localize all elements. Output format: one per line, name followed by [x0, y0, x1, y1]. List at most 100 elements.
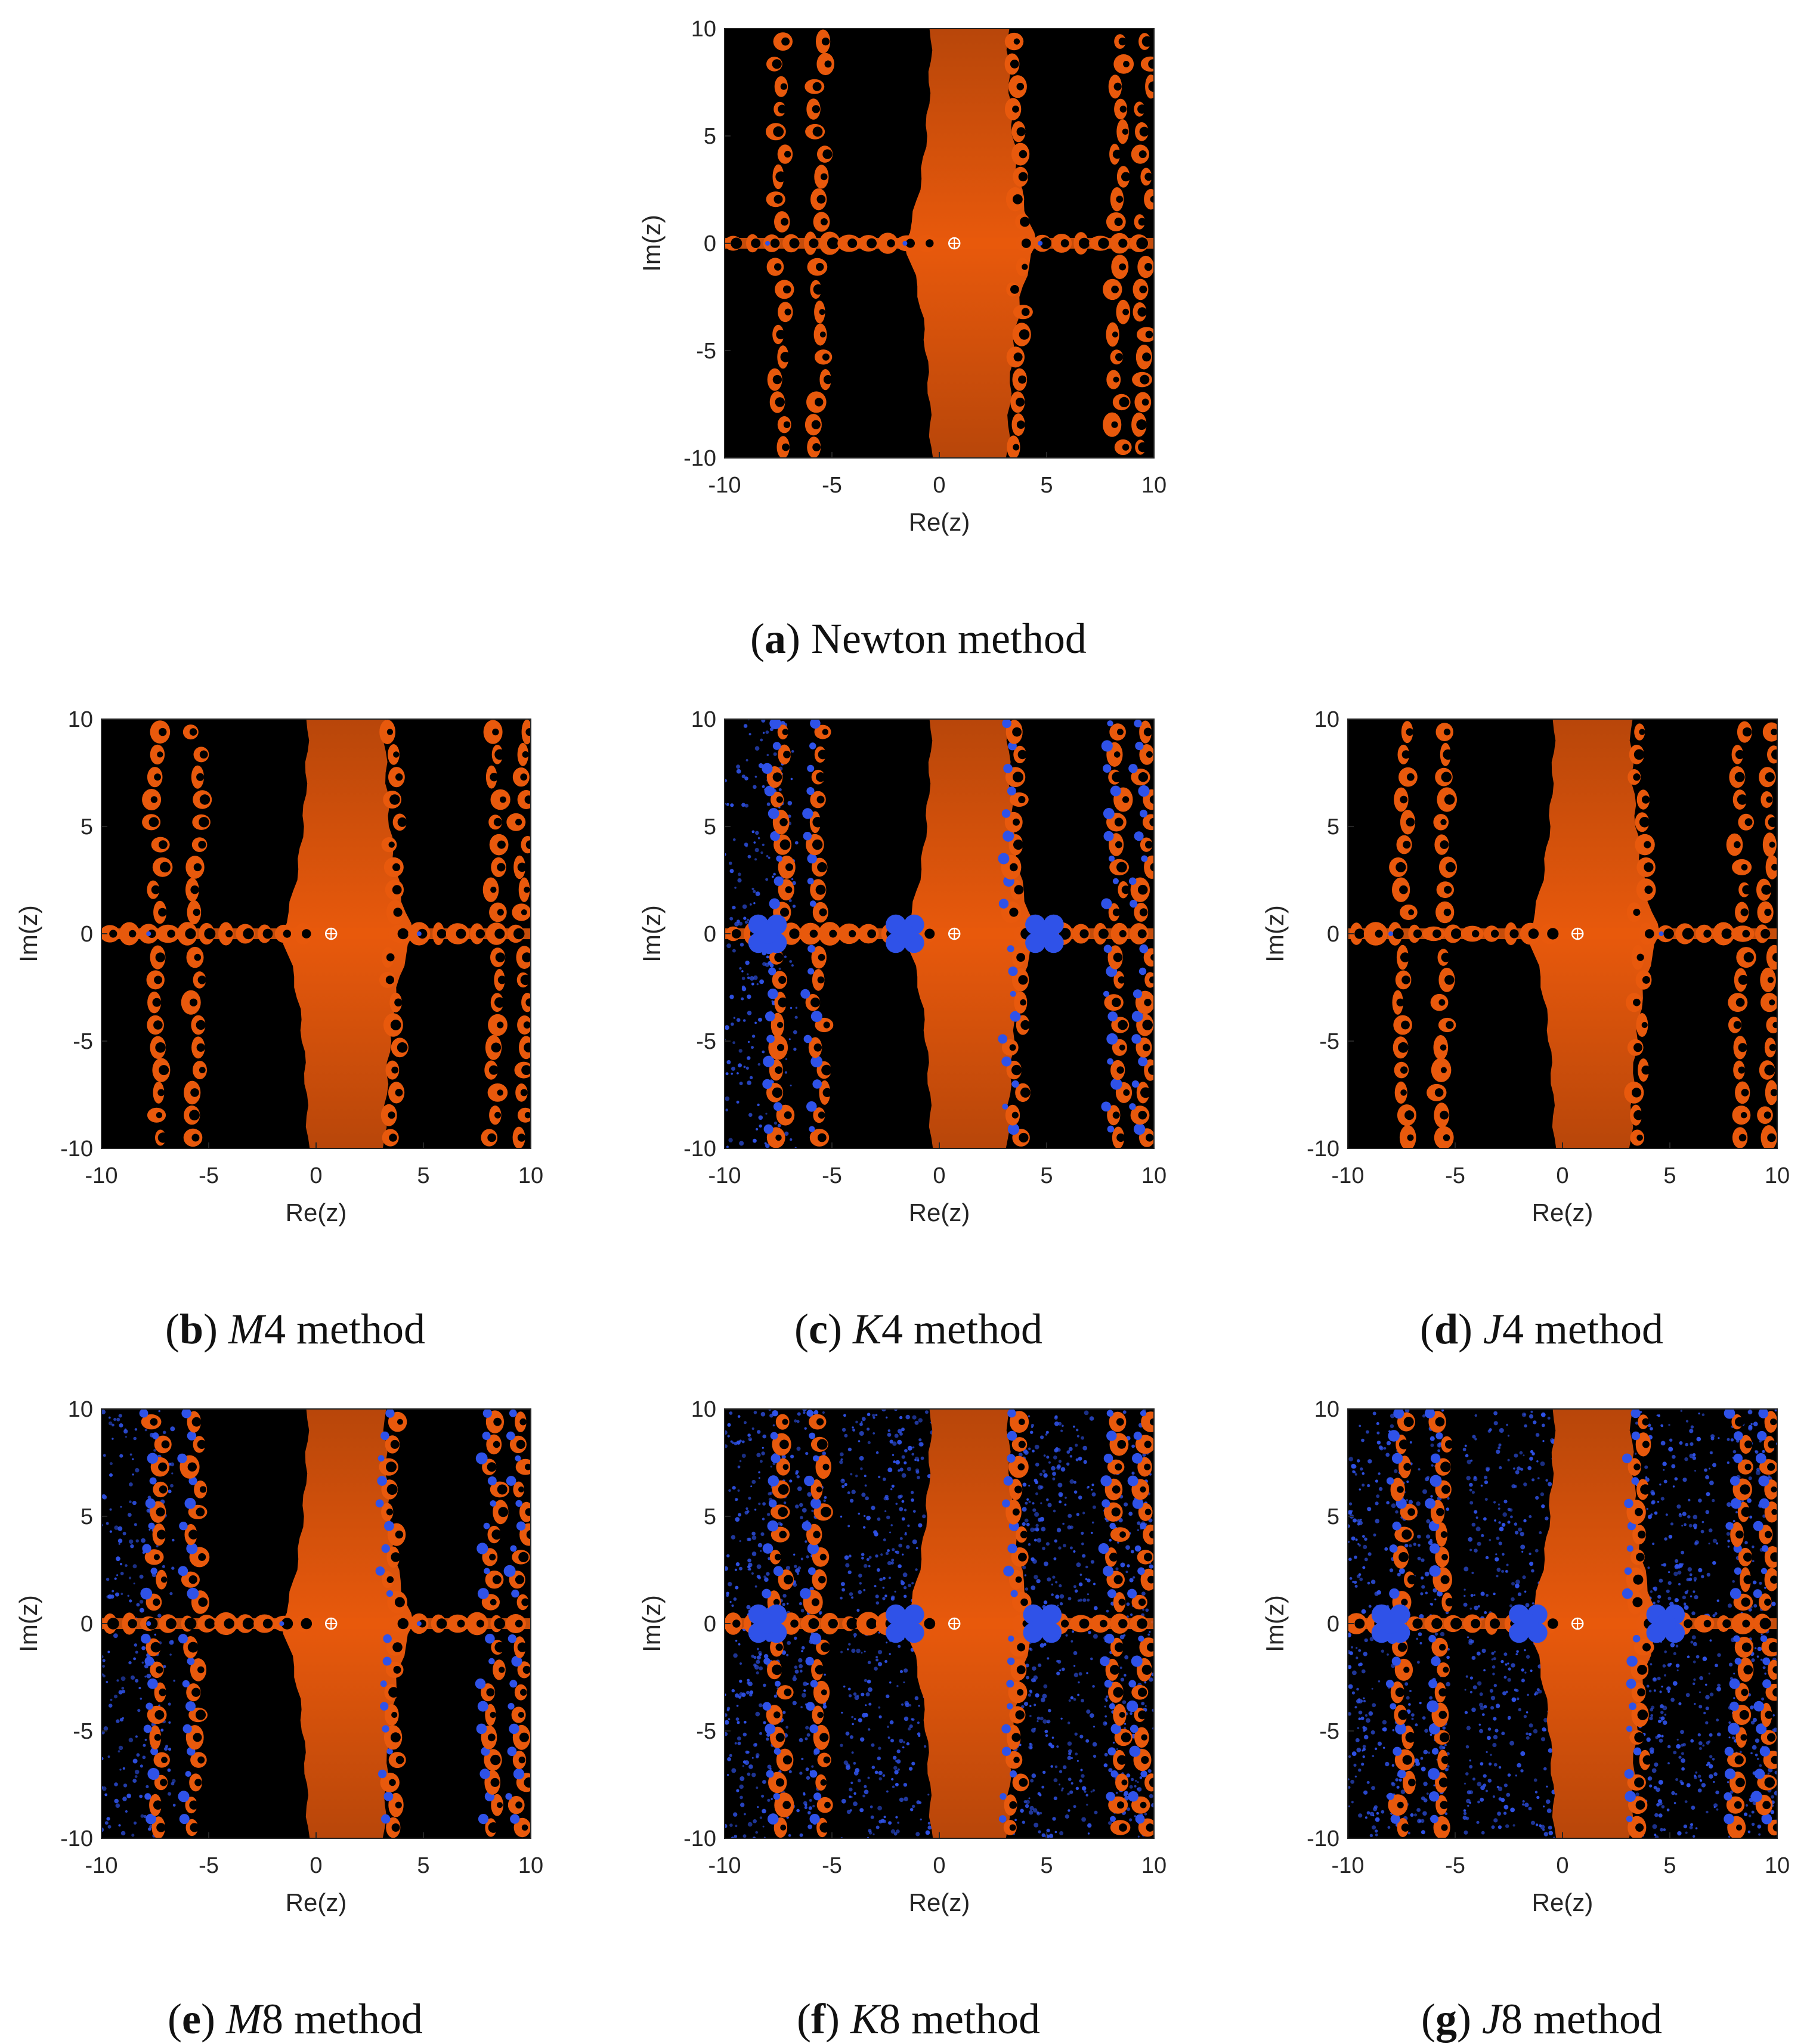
- y-tick-label: 0: [81, 922, 93, 947]
- divergent-speck: [1082, 1512, 1085, 1514]
- divergent-speck: [1151, 1803, 1155, 1807]
- x-tick-label: 10: [518, 1853, 543, 1878]
- divergent-speck: [1497, 1811, 1501, 1816]
- divergent-speck: [1408, 1703, 1411, 1706]
- boundary-hole: [776, 330, 785, 339]
- divergent-speck: [1081, 1543, 1084, 1546]
- divergent-bulb: [477, 1724, 487, 1735]
- divergent-speck: [766, 1572, 769, 1575]
- divergent-speck: [1479, 1729, 1483, 1733]
- divergent-speck: [1137, 1521, 1140, 1525]
- divergent-speck: [743, 1760, 747, 1764]
- divergent-speck: [874, 1585, 877, 1587]
- divergent-speck: [103, 1659, 106, 1662]
- boundary-hole: [1440, 1111, 1449, 1120]
- divergent-bulb: [810, 1633, 822, 1645]
- boundary-hole: [1116, 1066, 1124, 1073]
- divergent-speck: [1068, 1514, 1072, 1518]
- divergent-bulb: [515, 1455, 521, 1461]
- divergent-speck: [858, 1779, 861, 1783]
- divergent-speck: [1057, 1528, 1061, 1532]
- caption-text: 4 method: [881, 1305, 1042, 1353]
- divergent-speck: [1042, 1547, 1045, 1550]
- divergent-speck: [788, 1834, 791, 1837]
- divergent-speck: [1091, 1484, 1094, 1486]
- divergent-speck: [790, 1138, 792, 1141]
- boundary-hole: [160, 862, 171, 873]
- divergent-speck: [861, 1492, 865, 1497]
- divergent-bulb: [475, 1678, 486, 1689]
- divergent-speck: [1476, 1526, 1481, 1531]
- divergent-bulb: [1006, 1680, 1014, 1687]
- divergent-speck: [1090, 1713, 1094, 1718]
- divergent-speck: [1362, 1484, 1365, 1486]
- divergent-speck: [1039, 1473, 1042, 1476]
- divergent-speck: [1057, 1660, 1061, 1664]
- divergent-bulb: [774, 877, 784, 886]
- boundary-hole: [521, 1089, 528, 1096]
- divergent-speck: [1125, 1545, 1130, 1550]
- divergent-bulb: [485, 1634, 495, 1644]
- boundary-hole: [1737, 794, 1748, 805]
- divergent-speck: [1411, 1713, 1415, 1717]
- boundary-hole: [1019, 172, 1028, 182]
- boundary-hole: [525, 1112, 531, 1119]
- divergent-clover: [146, 931, 151, 936]
- divergent-speck: [841, 1582, 845, 1586]
- divergent-speck: [1442, 1726, 1446, 1730]
- divergent-speck: [796, 1007, 797, 1009]
- divergent-speck: [889, 1681, 892, 1684]
- boundary-hole: [389, 1779, 396, 1786]
- divergent-speck: [114, 1695, 117, 1698]
- divergent-speck: [1130, 1712, 1133, 1715]
- divergent-speck: [110, 1699, 112, 1701]
- divergent-speck: [1376, 1494, 1379, 1498]
- divergent-speck: [120, 1593, 123, 1595]
- divergent-speck: [876, 1602, 880, 1605]
- divergent-speck: [1034, 1575, 1038, 1579]
- divergent-speck: [1428, 1752, 1430, 1754]
- divergent-speck: [912, 1447, 914, 1448]
- axis-hole: [437, 1618, 447, 1628]
- divergent-speck: [743, 1019, 746, 1022]
- divergent-speck: [752, 1427, 754, 1430]
- divergent-clover: [1659, 931, 1664, 936]
- boundary-hole: [1013, 444, 1019, 451]
- divergent-speck: [1086, 1672, 1088, 1674]
- boundary-hole: [520, 1689, 527, 1696]
- divergent-speck: [840, 1516, 842, 1517]
- axis-hole: [1645, 929, 1654, 939]
- divergent-speck: [1363, 1755, 1365, 1758]
- divergent-speck: [1394, 1469, 1397, 1473]
- divergent-speck: [793, 1583, 797, 1587]
- divergent-bulb: [1132, 1453, 1143, 1464]
- divergent-speck: [805, 1427, 807, 1430]
- boundary-hole: [778, 105, 787, 114]
- boundary-hole: [824, 1757, 831, 1764]
- divergent-speck: [807, 1811, 811, 1814]
- divergent-speck: [1379, 1445, 1383, 1450]
- divergent-bulb: [771, 1432, 778, 1440]
- caption-letter: f: [811, 1995, 825, 2043]
- axis-hole: [1451, 928, 1462, 939]
- divergent-bulb: [1129, 1103, 1135, 1110]
- boundary-hole: [389, 1134, 397, 1142]
- divergent-speck: [1504, 1783, 1508, 1787]
- boundary-hole: [200, 751, 208, 759]
- divergent-speck: [1081, 1699, 1084, 1702]
- boundary-hole: [199, 1067, 206, 1073]
- boundary-hole: [1138, 1688, 1147, 1697]
- divergent-bulb: [180, 1814, 190, 1824]
- divergent-speck: [1524, 1671, 1526, 1673]
- divergent-speck: [1474, 1549, 1478, 1553]
- boundary-hole: [395, 1597, 405, 1608]
- divergent-speck: [883, 1774, 886, 1777]
- divergent-speck: [735, 1640, 737, 1642]
- divergent-speck: [904, 1586, 906, 1589]
- divergent-bulb: [510, 1814, 519, 1824]
- divergent-speck: [1495, 1557, 1499, 1562]
- divergent-bulb: [1106, 1792, 1115, 1801]
- x-tick-label: 0: [310, 1163, 322, 1188]
- divergent-bulb: [1140, 1523, 1146, 1529]
